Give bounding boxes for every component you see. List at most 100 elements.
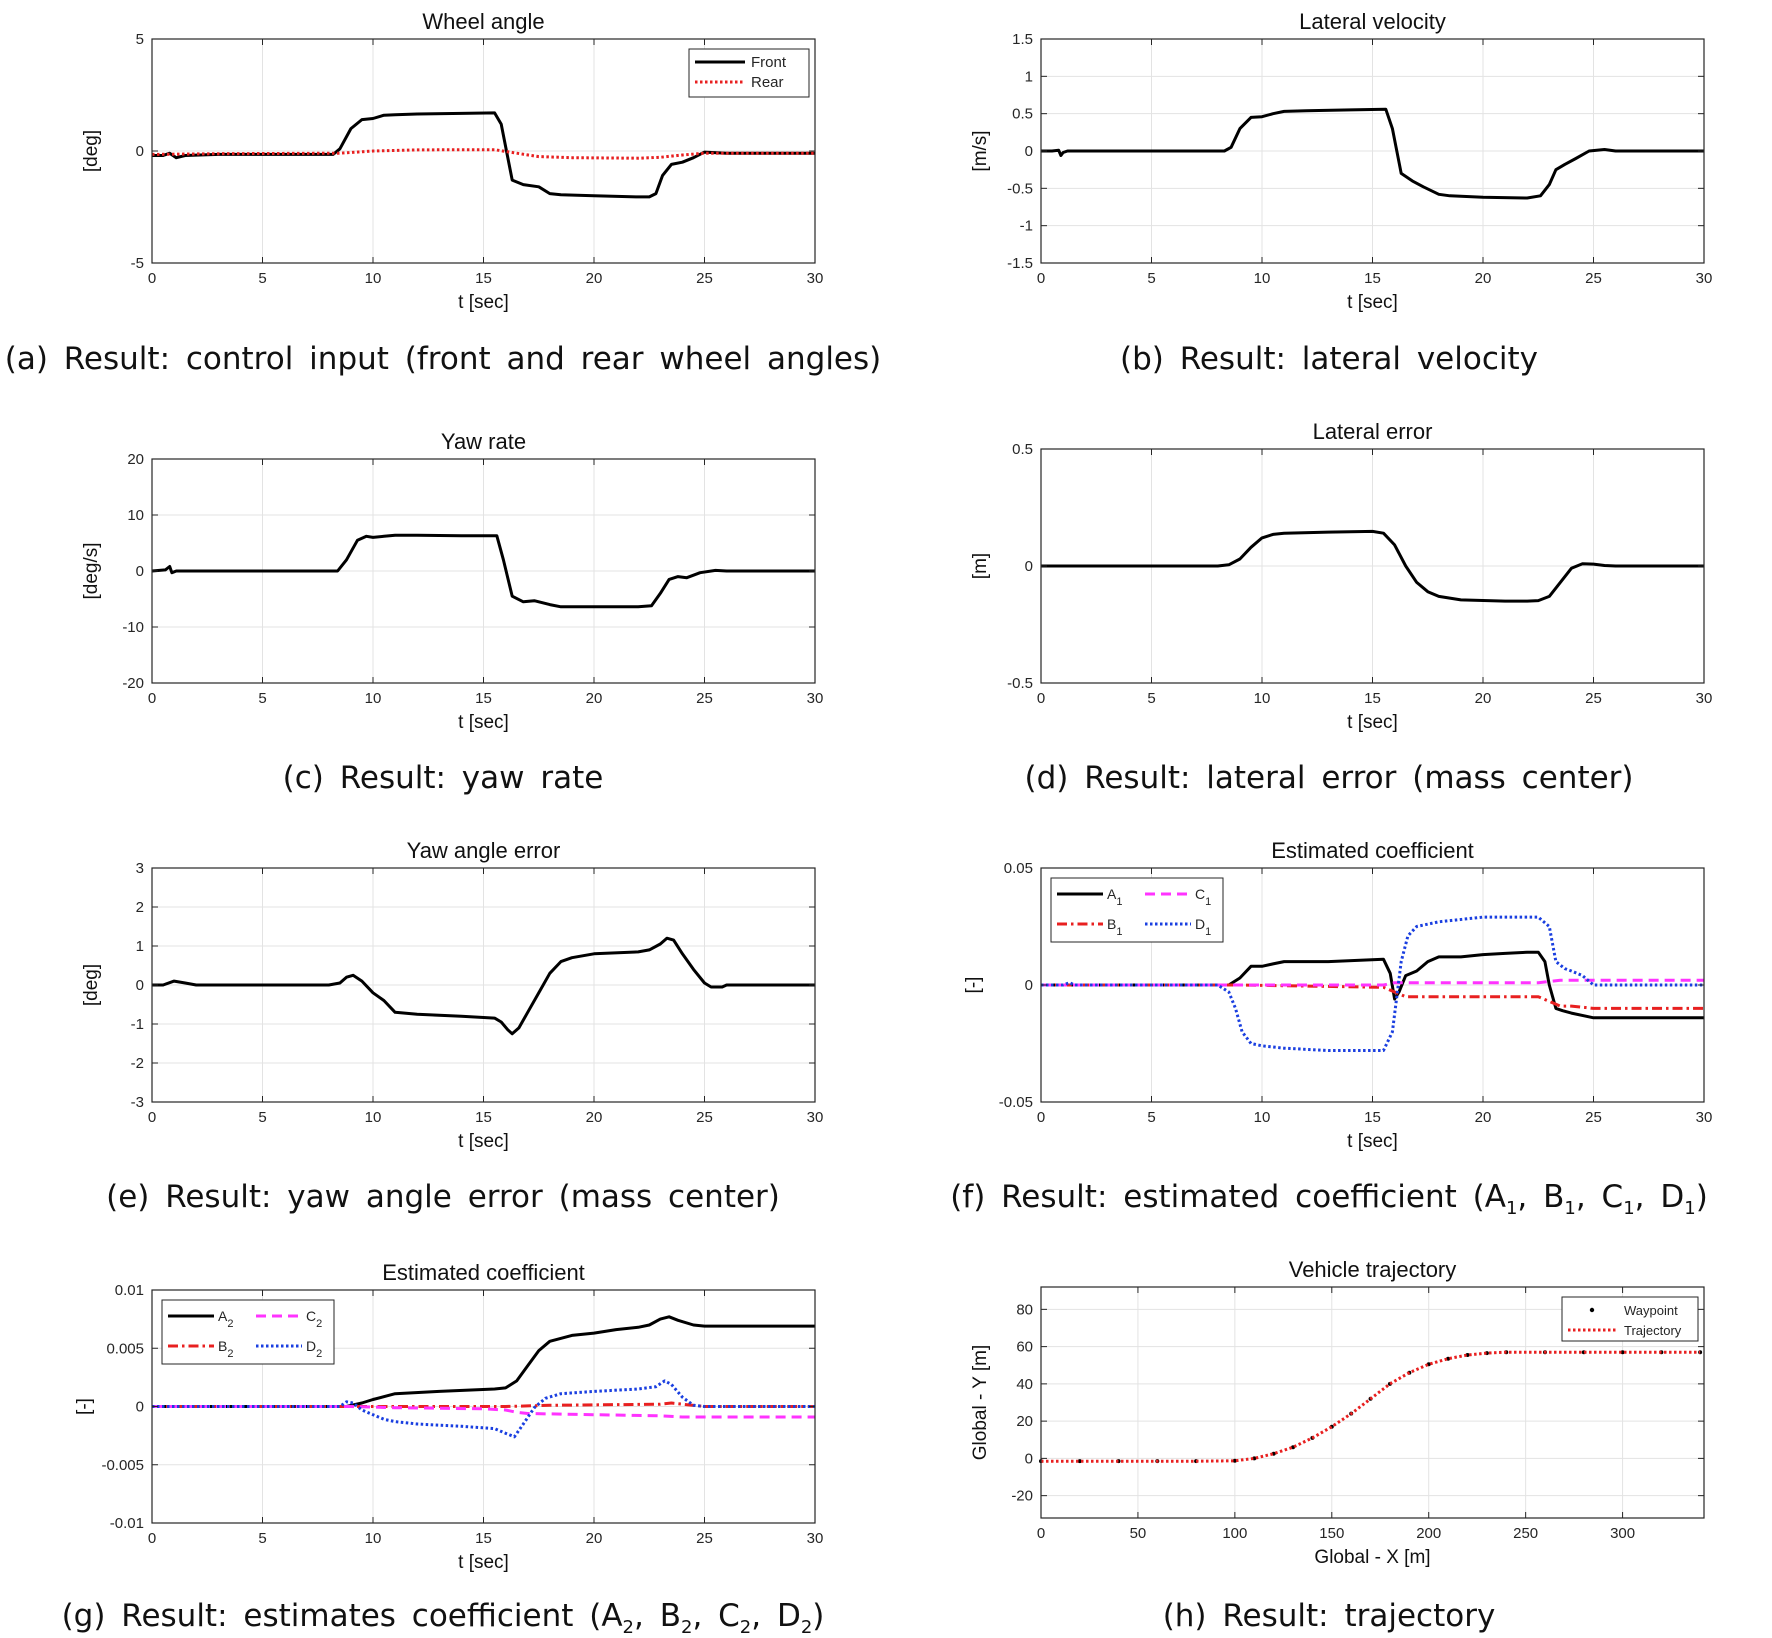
x-tick-label: 20	[586, 270, 603, 287]
x-tick-label: 15	[475, 1109, 492, 1126]
y-tick-label: 0	[136, 977, 144, 994]
caption-d: (d) Result: lateral error (mass center)	[1024, 760, 1634, 796]
series-line-trajectory	[1041, 1350, 1701, 1463]
legend-box	[688, 48, 810, 98]
y-tick-label: 0	[1025, 143, 1033, 160]
x-tick-label: 0	[1037, 1109, 1045, 1126]
series-line-d1	[1041, 915, 1704, 1052]
x-axis-label: Global - X [m]	[1314, 1547, 1430, 1568]
y-axis-label: [deg/s]	[81, 542, 102, 599]
x-tick-label: 25	[1585, 690, 1602, 707]
y-tick-label: 0	[136, 143, 144, 160]
x-tick-label: 15	[1364, 1109, 1381, 1126]
data-point	[1698, 1350, 1703, 1355]
chart-6: 0 5 10 15 20 25 30 -0.01 -0.005 0 0.005 0.01 Estimat…	[74, 1260, 823, 1573]
x-tick-label: 25	[696, 1530, 713, 1547]
x-axis-label: t [sec]	[1347, 292, 1398, 313]
x-tick-label: 50	[1130, 1525, 1147, 1542]
y-tick-label: 2	[136, 899, 144, 916]
caption-h: (h) Result: trajectory	[1162, 1598, 1496, 1634]
x-tick-label: 150	[1319, 1525, 1344, 1542]
series-line-front	[152, 111, 815, 199]
legend-label-front: Front	[751, 54, 787, 71]
x-tick-label: 0	[148, 690, 156, 707]
chart-title: Yaw rate	[441, 429, 526, 454]
legend-box	[1050, 877, 1224, 943]
x-tick-label: 15	[1364, 690, 1381, 707]
y-tick-label: -1	[1020, 218, 1033, 235]
series-line-c2	[152, 1405, 815, 1419]
series-line-vy	[1041, 107, 1704, 200]
y-tick-label: 1	[136, 938, 144, 955]
legend-label-rear: Rear	[751, 74, 784, 91]
y-axis-label: Global - Y [m]	[970, 1345, 991, 1460]
x-tick-label: 25	[1585, 1109, 1602, 1126]
y-axis-label: [-]	[74, 1398, 95, 1415]
x-tick-label: 5	[258, 1530, 266, 1547]
chart-title: Estimated coefficient	[1271, 838, 1474, 863]
x-tick-label: 20	[1475, 690, 1492, 707]
y-tick-label: -3	[131, 1094, 144, 1111]
x-tick-label: 300	[1610, 1525, 1635, 1542]
x-tick-label: 30	[807, 1109, 824, 1126]
x-tick-label: 10	[365, 1109, 382, 1126]
x-tick-label: 250	[1513, 1525, 1538, 1542]
data-point	[1232, 1458, 1237, 1463]
series-line-rear	[151, 148, 815, 160]
y-tick-label: 80	[1016, 1301, 1033, 1318]
caption-g: (g) Result: estimates coefficient (A2, B…	[61, 1598, 825, 1638]
y-tick-label: -0.005	[101, 1457, 144, 1474]
x-tick-label: 15	[475, 270, 492, 287]
y-tick-label: -20	[122, 675, 144, 692]
y-tick-label: -0.5	[1007, 180, 1033, 197]
x-tick-label: 30	[1696, 690, 1713, 707]
y-axis-label: [deg]	[81, 130, 102, 172]
y-tick-label: 1	[1025, 68, 1033, 85]
y-tick-label: 0	[1025, 977, 1033, 994]
x-tick-label: 15	[475, 1530, 492, 1547]
x-axis-label: t [sec]	[458, 1552, 509, 1573]
y-tick-label: -10	[122, 619, 144, 636]
y-tick-label: 0	[136, 1399, 144, 1416]
x-tick-label: 25	[696, 270, 713, 287]
x-tick-label: 0	[1037, 1525, 1045, 1542]
y-axis-label: [m/s]	[970, 130, 991, 171]
chart-7: 0 50 100 150 200 250 300 -20 0 20 40 60 80 Vehicle tr…	[970, 1257, 1705, 1568]
x-tick-label: 30	[1696, 1109, 1713, 1126]
series-line-a2	[152, 1315, 815, 1408]
x-tick-label: 10	[365, 270, 382, 287]
y-tick-label: 20	[127, 451, 144, 468]
series-line-yaw-rate	[151, 533, 815, 609]
legend-label-waypoint: Waypoint	[1624, 1303, 1678, 1318]
y-tick-label: 60	[1016, 1339, 1033, 1356]
y-tick-label: 0.5	[1012, 441, 1033, 458]
chart-title: Estimated coefficient	[382, 1260, 585, 1285]
caption-f: (f) Result: estimated coefficient (A1, B…	[950, 1179, 1708, 1220]
y-tick-label: -0.01	[110, 1515, 144, 1532]
y-tick-label: -2	[131, 1055, 144, 1072]
x-tick-label: 20	[1475, 270, 1492, 287]
y-tick-label: 0.5	[1012, 106, 1033, 123]
y-tick-label: 0.005	[106, 1340, 144, 1357]
series-line-lateral-error	[1041, 529, 1704, 603]
y-tick-label: 3	[136, 860, 144, 877]
caption-a: (a) Result: control input (front and rea…	[4, 341, 882, 377]
y-tick-label: 0	[136, 563, 144, 580]
x-tick-label: 30	[807, 690, 824, 707]
y-tick-label: 40	[1016, 1376, 1033, 1393]
x-axis-label: t [sec]	[458, 712, 509, 733]
chart-title: Lateral velocity	[1299, 9, 1446, 34]
x-tick-label: 30	[1696, 270, 1713, 287]
x-tick-label: 30	[807, 1530, 824, 1547]
y-tick-label: 0	[1025, 558, 1033, 575]
x-tick-label: 10	[365, 1530, 382, 1547]
y-axis-label: [deg]	[81, 964, 102, 1006]
x-tick-label: 10	[1254, 1109, 1271, 1126]
y-tick-label: 5	[136, 31, 144, 48]
legend: Waypoint Trajectory	[1561, 1296, 1699, 1342]
series-line-b2	[152, 1401, 815, 1408]
